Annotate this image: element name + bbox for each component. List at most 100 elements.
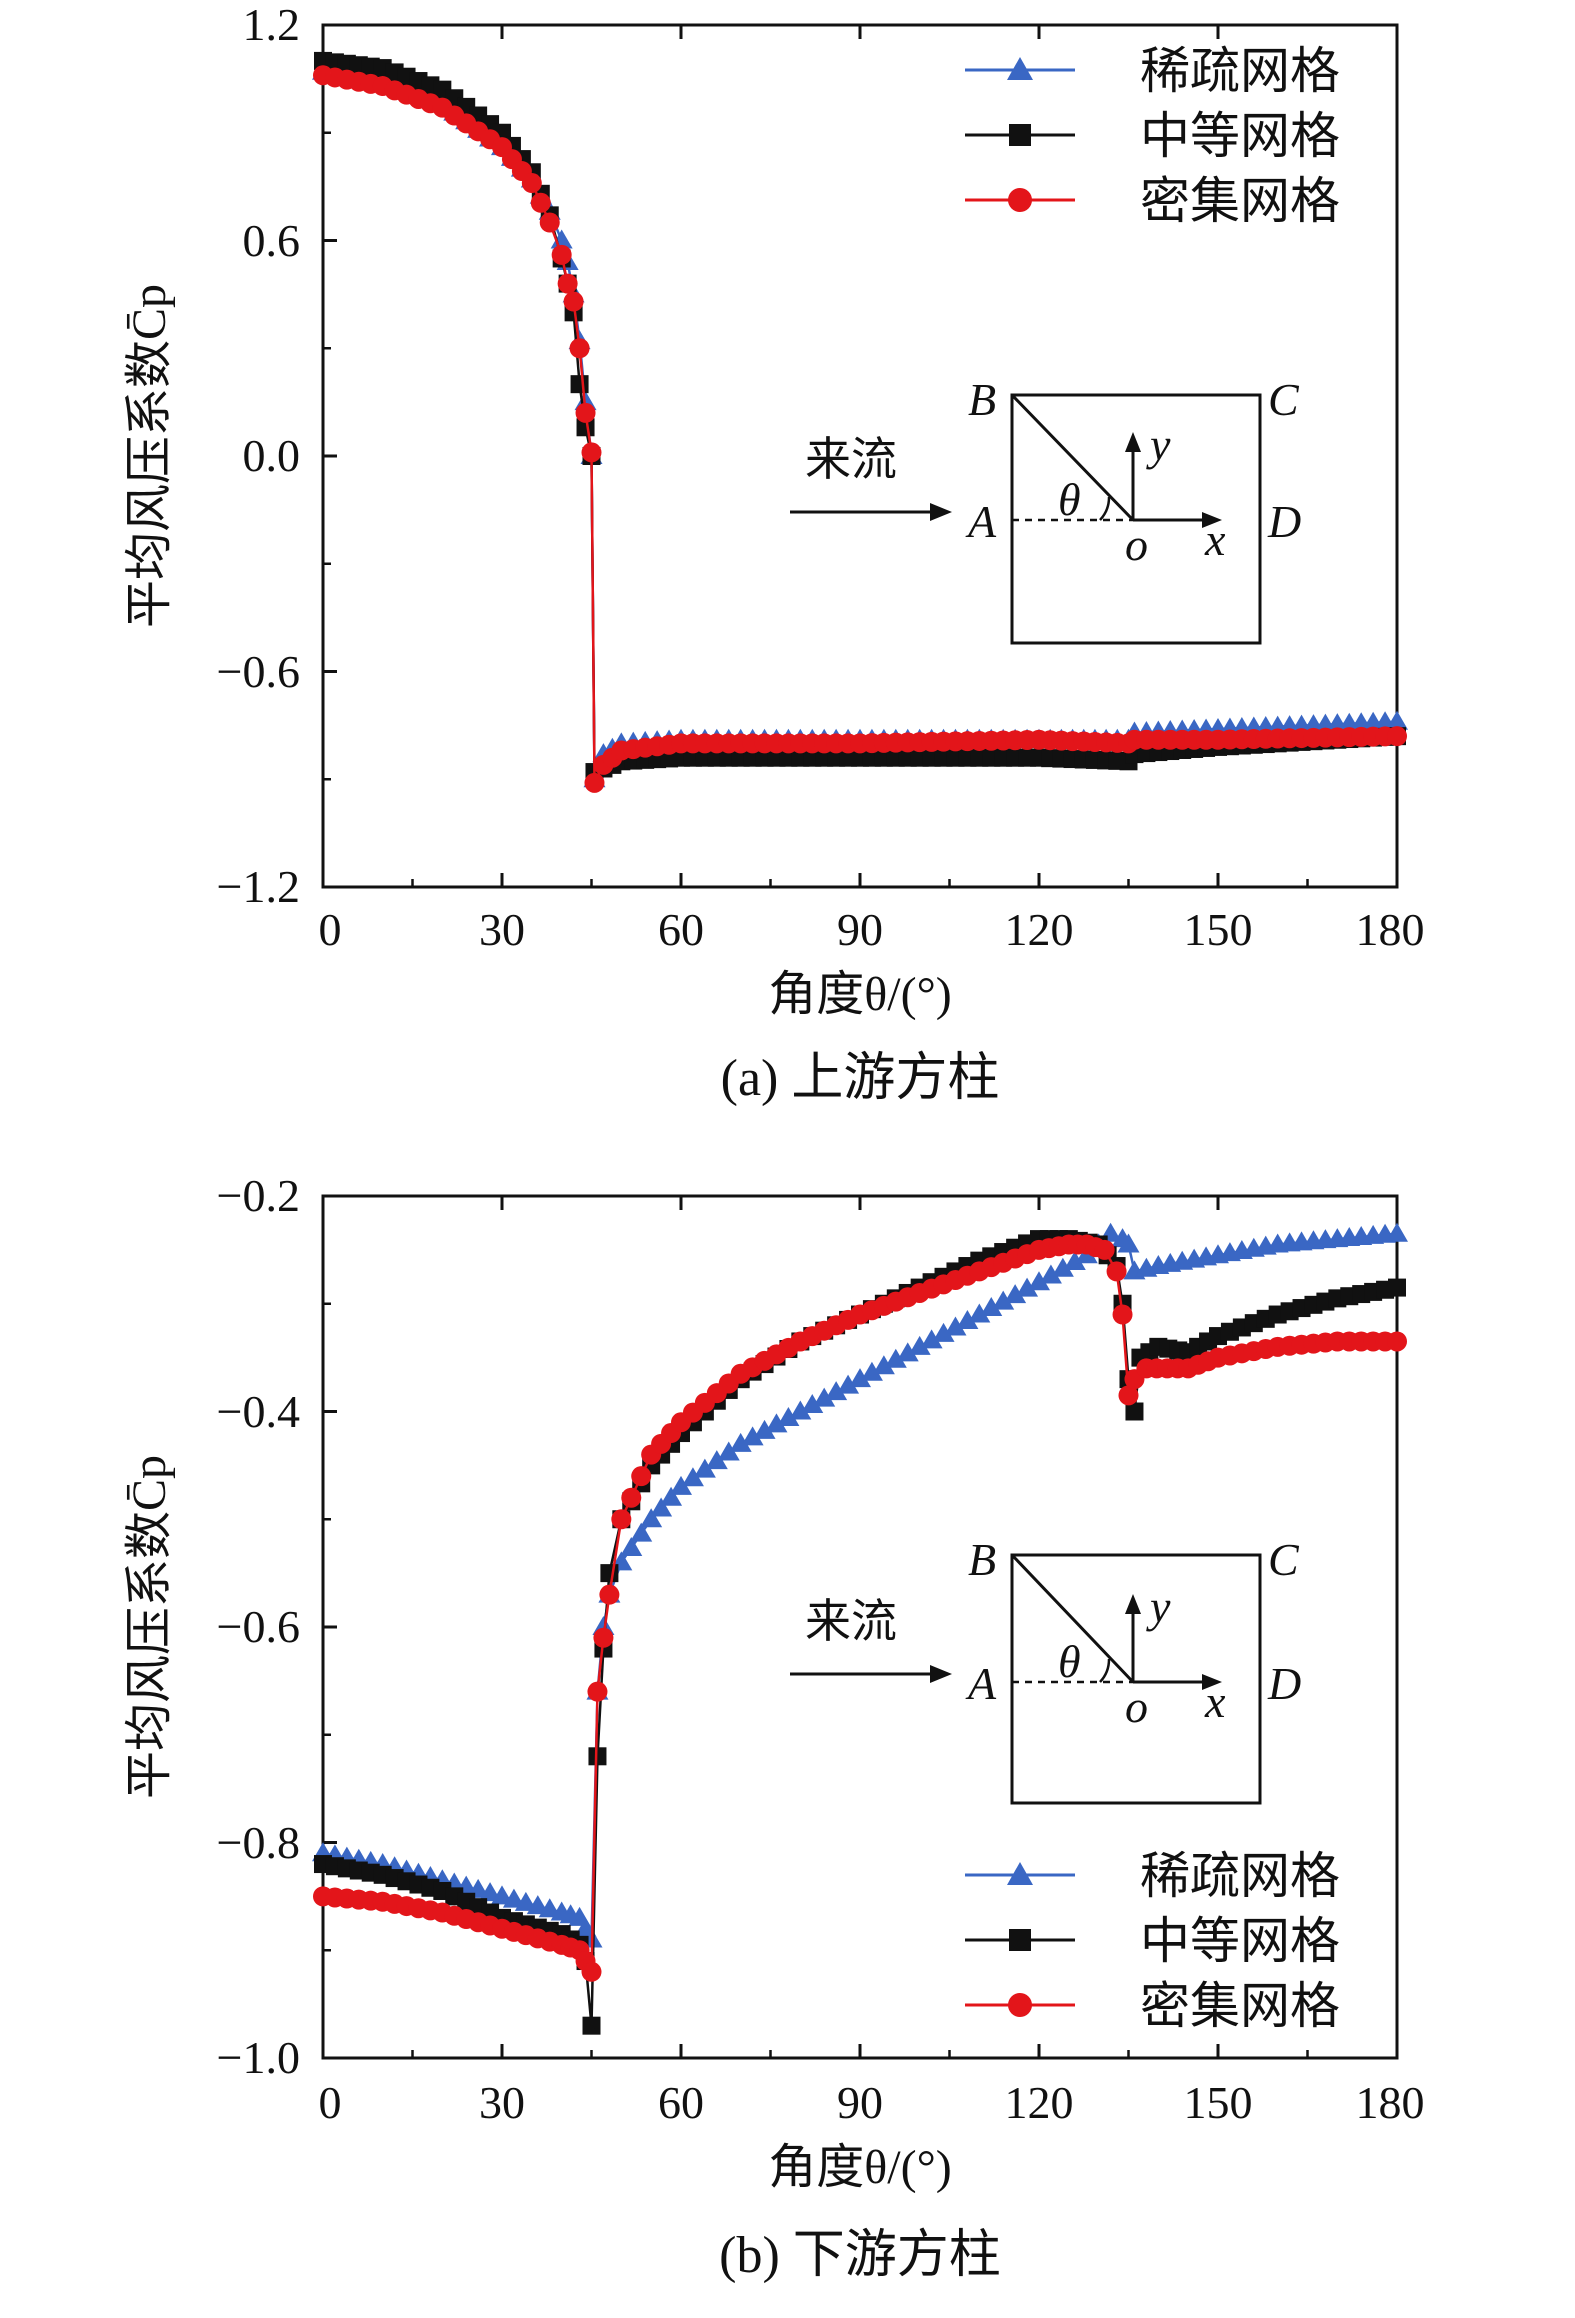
inset-label-x: x: [1204, 514, 1226, 565]
data-point-fine: [575, 402, 596, 423]
panel-a-xtick-label: 0: [319, 904, 342, 955]
data-point-coarse: [681, 1467, 704, 1487]
data-point-coarse: [1039, 1264, 1062, 1284]
data-point-coarse: [538, 1898, 561, 1918]
data-point-fine: [551, 244, 572, 265]
legend-marker-square: [1009, 1929, 1031, 1951]
data-point-fine: [539, 212, 560, 233]
legend-label-medium: 中等网格: [1140, 108, 1340, 164]
data-point-coarse: [849, 1368, 871, 1388]
data-point-fine: [581, 442, 602, 463]
data-point-coarse: [789, 1400, 812, 1420]
data-point-coarse: [620, 1536, 643, 1556]
inset-label-origin: o: [1125, 519, 1148, 570]
data-point-fine: [631, 1466, 652, 1487]
inset-flow-label: 来流: [805, 434, 897, 485]
data-point-coarse: [502, 1888, 525, 1908]
panel-b-xtick-label: 150: [1184, 2077, 1253, 2128]
legend-marker-square: [1009, 124, 1031, 146]
inset-label-theta: θ: [1058, 474, 1081, 525]
panel-a-xtick-label: 60: [658, 904, 704, 955]
inset-flow-arrowhead: [930, 503, 952, 521]
panel-b-xtick-label: 30: [479, 2077, 525, 2128]
data-point-coarse: [980, 1297, 1003, 1317]
data-point-fine: [611, 1509, 632, 1530]
legend-label-fine: 密集网格: [1140, 173, 1340, 229]
data-point-fine: [1118, 1385, 1139, 1406]
panel-b-xtick-label: 120: [1005, 2077, 1074, 2128]
panel-a-caption: (a) 上游方柱: [721, 1050, 1000, 1107]
data-point-medium: [582, 2016, 601, 2035]
panel-b-ytick-label: −0.4: [217, 1386, 300, 1437]
panel-a-y-axis-title: 平均风压系数C̄p: [123, 284, 176, 628]
inset-label-d: D: [1267, 1658, 1301, 1709]
inset-y-arrowhead: [1125, 1594, 1141, 1614]
data-point-fine: [557, 273, 578, 294]
panel-a-xtick-label: 180: [1356, 904, 1425, 955]
data-point-coarse: [705, 1450, 728, 1470]
data-point-fine: [593, 1627, 614, 1648]
panel-b-ytick-label: −0.6: [217, 1601, 300, 1652]
panel-a-upstream: 1.2 0.6 0.0 −0.6 −1.2 0 30 60 90 120 150…: [123, 0, 1425, 1107]
data-point-fine: [1094, 1239, 1115, 1260]
panel-b-ticks: [321, 1194, 1399, 2060]
data-point-fine: [621, 1487, 642, 1508]
data-point-coarse: [860, 1361, 883, 1381]
data-point-coarse: [729, 1432, 752, 1452]
data-point-coarse: [630, 1522, 653, 1542]
data-point-coarse: [1063, 1250, 1086, 1270]
panel-a-ytick-label: −1.2: [217, 861, 300, 912]
data-point-coarse: [1051, 1257, 1074, 1277]
panel-a-xtick-label: 150: [1184, 904, 1253, 955]
data-point-fine: [581, 1961, 602, 1982]
inset-label-d: D: [1267, 496, 1301, 547]
data-point-coarse: [992, 1290, 1015, 1310]
inset-angle-arc: [1099, 1658, 1111, 1683]
legend-label-fine: 密集网格: [1140, 1978, 1340, 2034]
data-point-coarse: [526, 1895, 549, 1915]
inset-flow-arrowhead: [930, 1665, 952, 1683]
panel-b-inset-schematic: 来流 A B C D x y o θ: [790, 1534, 1301, 1805]
panel-b-downstream: −0.2 −0.4 −0.6 −0.8 −1.0 0 30 60 90 120 …: [123, 1170, 1425, 2284]
data-point-coarse: [837, 1374, 860, 1394]
data-point-medium: [1125, 1402, 1144, 1421]
panel-b-xtick-label: 90: [837, 2077, 883, 2128]
data-point-coarse: [1004, 1284, 1027, 1304]
data-point-coarse: [479, 1882, 502, 1902]
data-point-fine: [569, 338, 590, 359]
panel-a-ytick-label: 1.2: [243, 0, 301, 50]
data-point-coarse: [693, 1458, 716, 1478]
data-point-coarse: [1016, 1277, 1039, 1297]
inset-label-c: C: [1268, 374, 1300, 425]
data-point-coarse: [825, 1381, 848, 1401]
data-point-coarse: [932, 1322, 955, 1342]
inset-label-a: A: [965, 496, 997, 547]
data-point-medium: [588, 1747, 607, 1766]
panel-b-ytick-label: −0.8: [217, 1817, 300, 1868]
data-point-fine: [584, 772, 605, 793]
data-point-fine: [563, 291, 584, 312]
panel-a-xtick-label: 90: [837, 904, 883, 955]
inset-x-arrowhead: [1202, 512, 1222, 528]
data-point-coarse: [717, 1441, 740, 1461]
legend-marker-triangle: [1007, 1862, 1033, 1885]
legend-label-medium: 中等网格: [1140, 1913, 1340, 1969]
data-point-coarse: [741, 1426, 764, 1446]
panel-a-legend: 稀疏网格 中等网格 密集网格: [965, 43, 1340, 229]
panel-b-ytick-label: −0.2: [217, 1170, 300, 1221]
panel-a-xtick-label: 30: [479, 904, 525, 955]
data-point-coarse: [670, 1475, 692, 1495]
data-point-coarse: [872, 1355, 895, 1375]
data-point-coarse: [1028, 1271, 1050, 1291]
data-point-coarse: [884, 1348, 907, 1368]
data-point-coarse: [550, 229, 573, 249]
panel-b-series: [312, 1222, 1408, 2035]
data-point-fine: [587, 1681, 608, 1702]
inset-label-b: B: [968, 1534, 996, 1585]
panel-a-x-axis-title: 角度θ/(°): [768, 968, 952, 1021]
panel-b-xtick-label: 60: [658, 2077, 704, 2128]
data-point-coarse: [660, 1486, 683, 1506]
data-point-fine: [1387, 726, 1407, 747]
data-point-fine: [1387, 1331, 1407, 1352]
